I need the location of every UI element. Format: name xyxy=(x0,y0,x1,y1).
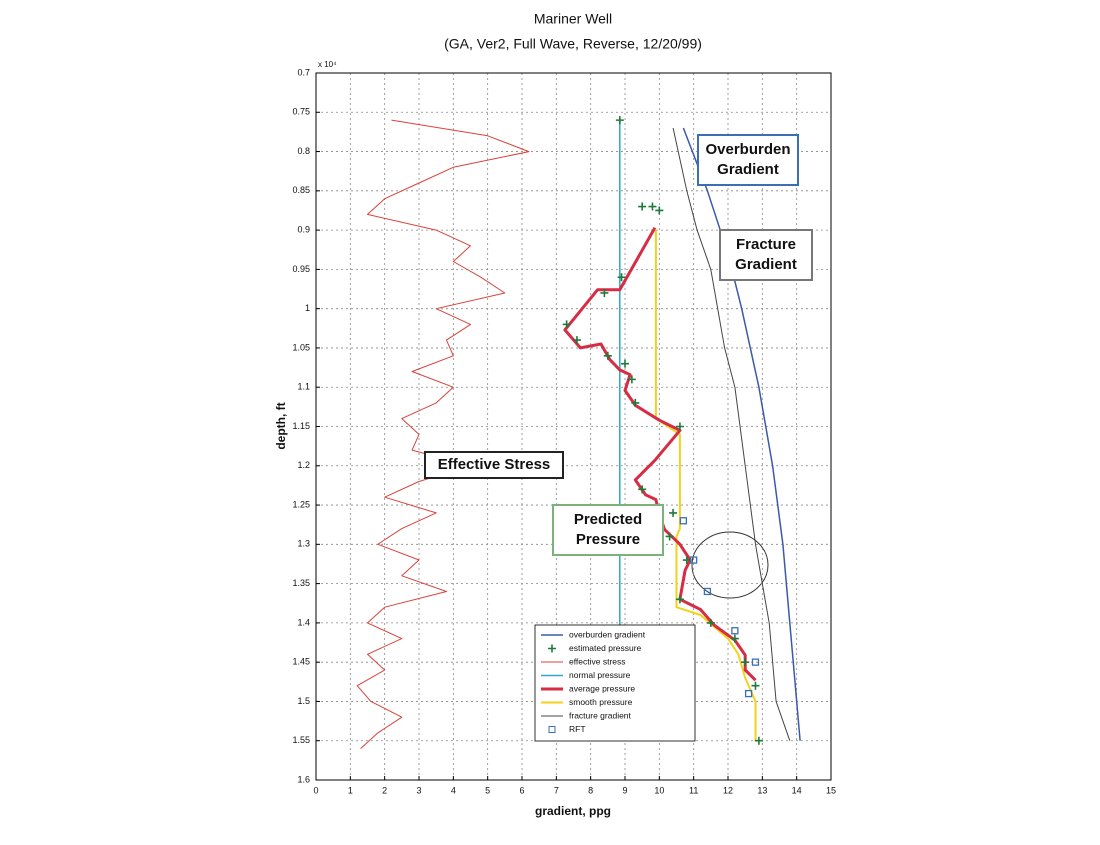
annotation-box xyxy=(552,504,664,556)
y-tick-label: 1.45 xyxy=(292,657,310,667)
square-marker xyxy=(731,627,739,635)
square-marker xyxy=(690,556,698,564)
y-tick-label: 1 xyxy=(305,303,310,313)
x-tick-label: 8 xyxy=(588,785,593,795)
y-tick-label: 0.75 xyxy=(292,107,310,117)
x-tick-label: 9 xyxy=(622,785,627,795)
x-tick-label: 13 xyxy=(757,785,767,795)
y-multiplier: x 10⁴ xyxy=(318,60,337,69)
plus-marker xyxy=(648,202,657,211)
y-tick-label: 1.5 xyxy=(297,696,310,706)
y-tick-label: 1.1 xyxy=(297,382,310,392)
plus-marker xyxy=(682,556,691,565)
x-tick-label: 7 xyxy=(554,785,559,795)
plus-marker xyxy=(600,288,609,297)
plus-marker xyxy=(631,398,640,407)
chart-title: Mariner Well xyxy=(534,11,612,27)
square-marker xyxy=(751,658,760,666)
legend-label: normal pressure xyxy=(569,670,631,680)
annotation-text: Predicted xyxy=(574,511,642,528)
legend-label: estimated pressure xyxy=(569,643,642,653)
legend-label: average pressure xyxy=(569,683,635,693)
annotation-text: Overburden xyxy=(705,141,790,158)
x-tick-label: 10 xyxy=(654,785,664,795)
series-line xyxy=(654,230,757,741)
annotation-text: Gradient xyxy=(735,256,797,273)
plus-marker xyxy=(638,485,647,494)
annotation-box xyxy=(719,229,813,281)
x-tick-label: 14 xyxy=(792,785,802,795)
y-axis-label: depth, ft xyxy=(274,402,288,449)
legend-swatch xyxy=(548,726,556,733)
x-tick-label: 5 xyxy=(485,785,490,795)
legend-label: RFT xyxy=(569,724,586,734)
annotation-box xyxy=(424,451,564,479)
annotation-box xyxy=(697,134,799,186)
annotation-text: Pressure xyxy=(576,531,640,548)
plus-marker xyxy=(603,351,612,360)
x-tick-label: 11 xyxy=(689,785,698,795)
x-tick-label: 6 xyxy=(519,785,524,795)
y-tick-label: 1.4 xyxy=(297,617,310,627)
y-tick-label: 1.55 xyxy=(292,735,310,745)
plus-marker xyxy=(741,658,750,667)
plus-marker xyxy=(572,336,581,345)
annotation-text: Gradient xyxy=(717,161,779,178)
y-tick-label: 1.05 xyxy=(292,342,310,352)
legend-label: effective stress xyxy=(569,656,626,666)
plus-marker xyxy=(655,206,664,215)
legend-box xyxy=(534,624,696,742)
x-tick-label: 0 xyxy=(313,785,318,795)
highlight-ellipse xyxy=(691,531,769,599)
plus-marker xyxy=(617,273,626,282)
legend-label: overburden gradient xyxy=(569,629,646,639)
series-line xyxy=(563,227,757,682)
y-tick-label: 0.8 xyxy=(297,146,310,156)
y-tick-label: 1.35 xyxy=(292,578,310,588)
y-tick-label: 0.95 xyxy=(292,264,310,274)
square-marker xyxy=(744,689,753,698)
legend-swatch xyxy=(548,644,556,653)
square-marker xyxy=(679,517,688,525)
plus-marker xyxy=(751,681,760,690)
y-tick-label: 1.15 xyxy=(292,421,310,431)
annotation-text: Fracture xyxy=(736,236,796,253)
plus-marker xyxy=(638,202,647,211)
plus-marker xyxy=(675,422,684,431)
y-tick-label: 1.6 xyxy=(297,774,310,784)
plot-frame xyxy=(315,72,832,781)
series-line xyxy=(356,119,530,749)
legend-label: fracture gradient xyxy=(569,710,632,720)
x-tick-label: 12 xyxy=(723,785,733,795)
annotation-text: Effective Stress xyxy=(438,456,551,473)
plus-marker xyxy=(665,532,674,541)
y-tick-label: 1.2 xyxy=(297,460,310,470)
y-tick-label: 1.3 xyxy=(297,539,310,549)
y-tick-label: 0.85 xyxy=(292,185,310,195)
plus-marker xyxy=(562,320,571,329)
plus-marker xyxy=(615,116,624,125)
plus-marker xyxy=(754,736,763,745)
plus-marker xyxy=(621,359,629,368)
legend-label: smooth pressure xyxy=(569,697,633,707)
plus-marker xyxy=(627,375,636,384)
plus-marker xyxy=(730,634,739,643)
x-tick-label: 3 xyxy=(416,785,421,795)
x-tick-label: 2 xyxy=(382,785,387,795)
x-axis-label: gradient, ppg xyxy=(535,804,611,818)
y-tick-label: 0.7 xyxy=(297,67,310,77)
x-tick-label: 4 xyxy=(451,785,456,795)
x-tick-label: 15 xyxy=(826,785,836,795)
square-marker xyxy=(703,587,712,596)
x-tick-label: 1 xyxy=(348,785,353,795)
plus-marker xyxy=(706,618,715,627)
series-line xyxy=(672,127,791,741)
series-line xyxy=(682,127,801,741)
plus-marker xyxy=(669,508,678,517)
chart-subtitle: (GA, Ver2, Full Wave, Reverse, 12/20/99) xyxy=(444,36,702,52)
plus-marker xyxy=(675,595,684,604)
y-tick-label: 0.9 xyxy=(297,224,310,234)
y-tick-label: 1.25 xyxy=(292,499,310,509)
